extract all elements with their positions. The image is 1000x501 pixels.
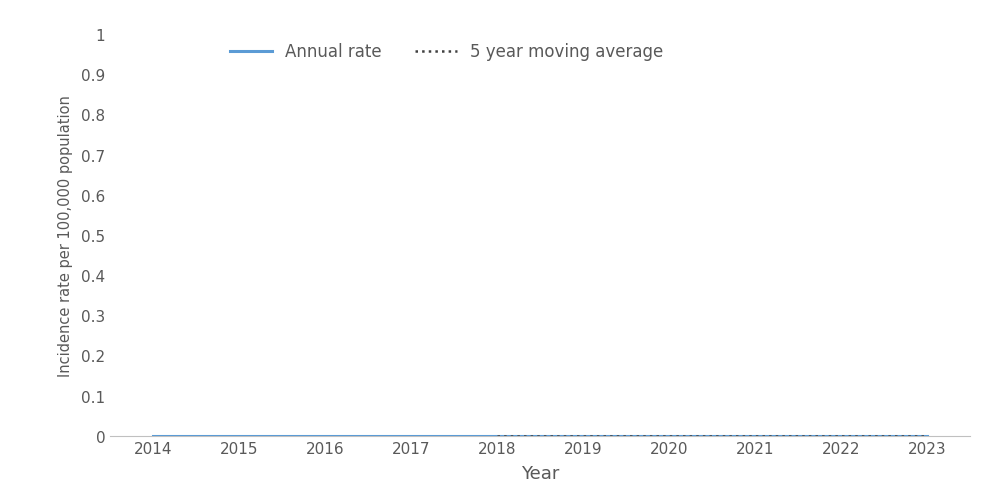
Annual rate <box>663 433 675 439</box>
X-axis label: Year: Year <box>521 464 559 482</box>
Y-axis label: Incidence rate per 100,000 population: Incidence rate per 100,000 population <box>58 95 73 376</box>
Annual rate <box>577 433 589 439</box>
Legend: Annual rate, 5 year moving average: Annual rate, 5 year moving average <box>230 44 663 61</box>
5 year moving average <box>749 433 761 439</box>
Annual rate <box>491 433 503 439</box>
5 year moving average <box>663 433 675 439</box>
Annual rate <box>405 433 417 439</box>
Annual rate <box>319 433 331 439</box>
5 year moving average <box>921 433 933 439</box>
Annual rate <box>835 433 847 439</box>
Annual rate <box>749 433 761 439</box>
Annual rate <box>147 433 159 439</box>
5 year moving average <box>835 433 847 439</box>
Annual rate <box>233 433 245 439</box>
5 year moving average <box>577 433 589 439</box>
Annual rate <box>921 433 933 439</box>
5 year moving average <box>491 433 503 439</box>
